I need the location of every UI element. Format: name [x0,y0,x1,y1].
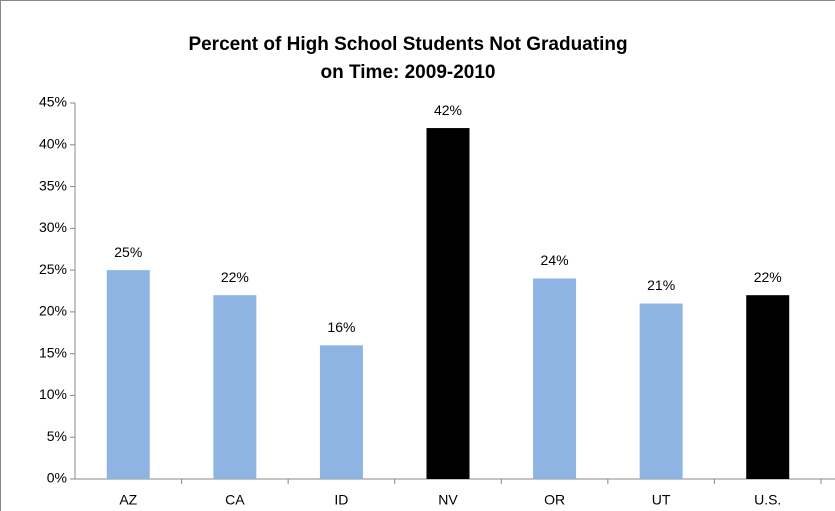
x-tick-label: AZ [119,492,137,508]
y-tick-label: 45% [39,94,67,110]
bar [639,303,683,479]
y-tick-label: 5% [47,428,67,444]
bar [426,128,470,480]
y-tick-label: 10% [39,386,67,402]
chart-title: on Time: 2009-2010 [321,62,496,83]
bar [213,295,257,479]
y-tick-label: 15% [39,344,67,360]
data-label: 22% [221,269,249,285]
y-tick-label: 25% [39,261,67,277]
y-tick-label: 0% [47,470,67,486]
bar [319,345,363,479]
data-label: 16% [327,319,355,335]
x-tick-label: NV [438,492,458,508]
x-tick-label: U.S. [754,492,781,508]
data-label: 22% [754,269,782,285]
data-label: 24% [541,252,569,268]
y-tick-label: 30% [39,219,67,235]
data-label: 25% [114,244,142,260]
y-tick-label: 35% [39,177,67,193]
data-label: 42% [434,102,462,118]
y-tick-label: 20% [39,303,67,319]
x-tick-label: ID [334,492,348,508]
x-tick-label: UT [652,492,671,508]
bar [746,295,790,479]
x-tick-label: CA [225,492,245,508]
chart-title: Percent of High School Students Not Grad… [188,34,627,55]
y-tick-label: 40% [39,135,67,151]
x-tick-label: OR [544,492,565,508]
data-label: 21% [647,277,675,293]
bar [106,270,150,479]
bar [533,278,577,479]
